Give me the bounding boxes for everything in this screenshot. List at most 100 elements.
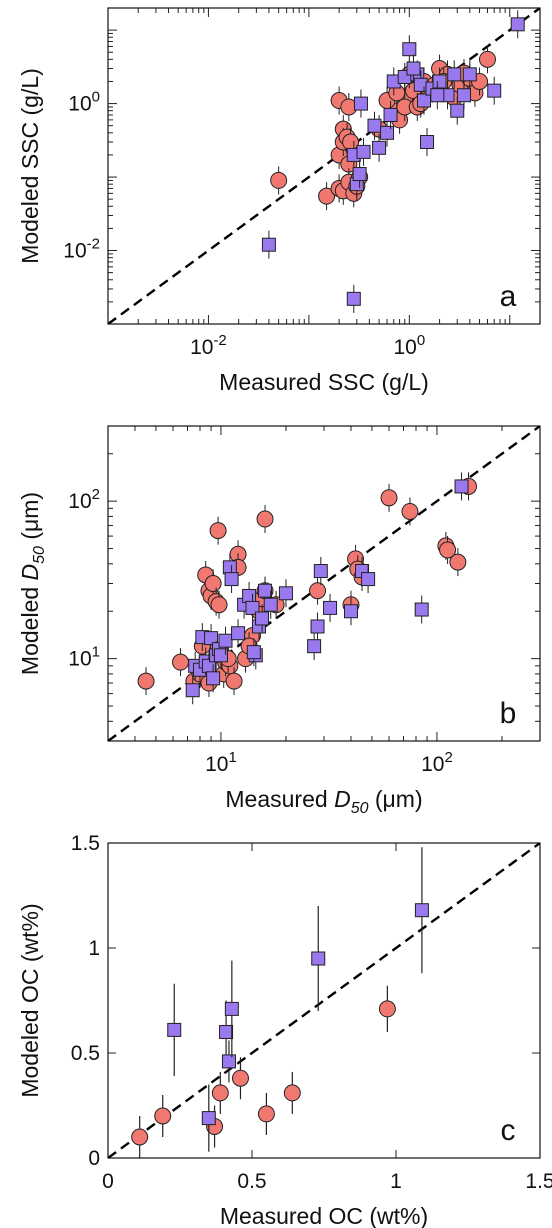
square-point — [432, 74, 447, 89]
x-tick-label: 1.5 — [525, 1170, 552, 1193]
square-point — [462, 67, 477, 82]
square-point — [413, 77, 428, 92]
square-point — [201, 1111, 216, 1126]
circle-point — [283, 1084, 301, 1102]
square-point — [456, 88, 471, 103]
circle-point — [270, 171, 288, 189]
square-point — [487, 83, 502, 98]
square-point — [246, 645, 261, 660]
panel-label: b — [500, 697, 517, 730]
circle-point — [211, 1084, 229, 1102]
circle-point — [380, 489, 398, 507]
square-point — [420, 135, 435, 150]
x-axis-label: Measured SSC (g/L) — [219, 369, 429, 395]
square-point — [218, 633, 233, 648]
square-point — [231, 626, 246, 641]
data-points — [261, 10, 525, 313]
square-point — [323, 600, 338, 615]
square-point — [255, 611, 270, 626]
x-tick-label: 1 — [390, 1170, 402, 1193]
circle-point — [318, 187, 336, 205]
square-point — [450, 103, 465, 118]
square-point — [353, 96, 368, 111]
circle-point — [131, 1128, 149, 1146]
circle-point — [137, 672, 155, 690]
square-point — [204, 631, 219, 646]
square-point — [245, 600, 260, 615]
square-point — [361, 572, 376, 587]
square-point — [167, 1022, 182, 1037]
y-axis-label: Modeled SSC (g/L) — [17, 68, 43, 264]
circle-point — [209, 522, 227, 540]
square-point — [307, 639, 322, 654]
square-point — [311, 951, 326, 966]
square-point — [367, 118, 382, 133]
square-point — [206, 671, 221, 686]
y-tick-label: 100 — [68, 89, 100, 116]
square-point — [219, 1025, 234, 1039]
circle-point — [449, 553, 467, 571]
square-point — [224, 572, 239, 587]
circle-point — [231, 1069, 249, 1087]
square-point — [242, 588, 257, 603]
square-point — [372, 140, 387, 155]
circle-point — [439, 541, 457, 559]
square-point — [313, 564, 328, 579]
circle-point — [204, 575, 222, 592]
circle-point — [256, 510, 274, 528]
y-tick-label: 1 — [88, 937, 100, 960]
square-point — [224, 1001, 239, 1016]
y-tick-label: 1.5 — [71, 832, 100, 855]
x-tick-label: 100 — [393, 332, 425, 359]
square-point — [406, 61, 421, 76]
x-axis-label: Measured OC (wt%) — [220, 1203, 428, 1228]
square-point — [346, 291, 361, 306]
circle-point — [309, 582, 327, 600]
axes-box — [107, 425, 541, 742]
x-tick-label: 10-2 — [190, 332, 227, 359]
square-point — [447, 67, 462, 82]
square-point — [417, 93, 432, 108]
x-axis-label: Measured D50 (μm) — [225, 786, 422, 817]
y-axis-label: Modeled D50 (μm) — [17, 492, 48, 675]
chart-panel-b: 101 102 101 102 Measured D50 (μm) Modeled D50… — [17, 425, 541, 817]
data-points — [131, 847, 429, 1158]
square-point — [352, 167, 367, 182]
y-tick-label: 0.5 — [71, 1042, 100, 1065]
panel-label: c — [501, 1114, 516, 1147]
square-point — [261, 237, 276, 252]
square-point — [380, 125, 395, 140]
panel-label: a — [500, 280, 517, 313]
square-point — [510, 17, 525, 32]
circle-point — [225, 672, 243, 690]
square-point — [213, 648, 228, 663]
square-point — [414, 903, 429, 918]
square-point — [343, 604, 358, 619]
y-tick-label: 0 — [88, 1147, 100, 1170]
y-axis-label: Modeled OC (wt%) — [17, 903, 43, 1097]
square-point — [263, 597, 278, 612]
circle-point — [342, 133, 360, 151]
square-point — [356, 144, 371, 159]
circle-point — [401, 502, 419, 520]
circle-point — [378, 1000, 396, 1018]
square-point — [454, 479, 469, 494]
data-points — [137, 472, 478, 705]
square-point — [310, 619, 325, 634]
one-to-one-line — [108, 843, 540, 1158]
one-to-one-line — [108, 8, 540, 324]
x-tick-label: 0 — [102, 1170, 114, 1193]
circle-point — [257, 1105, 275, 1123]
axes-box — [107, 842, 541, 1159]
chart-panel-a: 10-2 100 10-2 100 Measured SSC (g/L) Modeled … — [17, 7, 541, 395]
chart-panel-c: 0 0.5 1 1.5 0 0.5 1 1.5 Measured OC (wt%) Modeled… — [17, 832, 552, 1228]
circle-point — [478, 50, 496, 68]
circle-point — [172, 653, 190, 671]
x-tick-label: 0.5 — [237, 1170, 266, 1193]
square-point — [402, 42, 417, 57]
square-point — [383, 107, 398, 122]
one-to-one-line — [108, 426, 540, 741]
x-tick-label: 101 — [205, 749, 237, 776]
y-tick-label: 101 — [68, 644, 100, 671]
square-point — [278, 586, 293, 601]
